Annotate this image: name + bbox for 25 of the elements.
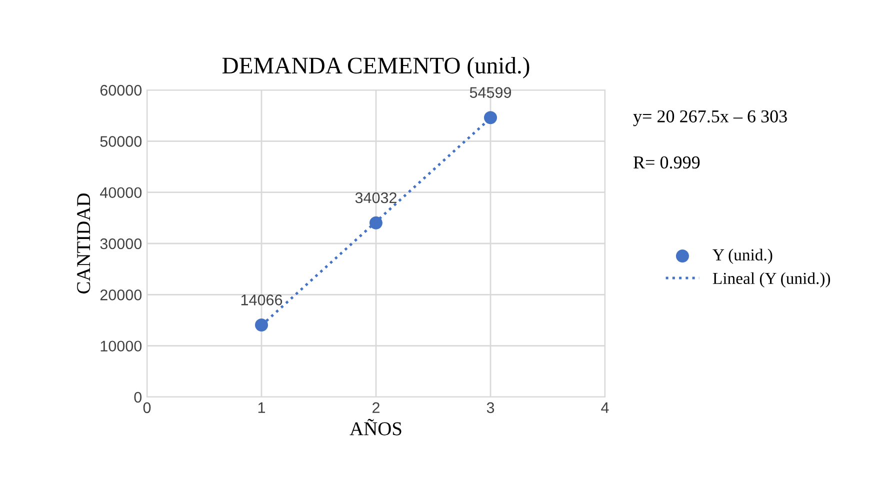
y-tick-label: 60000 (100, 84, 142, 96)
chart-title: DEMANDA CEMENTO (unid.) (222, 56, 530, 78)
data-label: 34032 (355, 192, 396, 204)
text: y= 20 267.5x – 6 303 (633, 110, 787, 126)
legend-label: Lineal (Y (unid.)) (712, 272, 830, 288)
x-tick-label: 3 (486, 402, 494, 414)
y-tick-label: 20000 (100, 290, 142, 300)
data-label: 14066 (241, 294, 282, 306)
point (254, 318, 268, 332)
x-tick-label: 2 (372, 402, 380, 413)
y-tick-label: 40000 (100, 187, 142, 198)
text: R= 0.999 (634, 156, 700, 169)
legend-label: Y (unid.) (712, 248, 772, 264)
point (369, 216, 383, 230)
point (484, 111, 498, 124)
x-tick-label: 0 (143, 402, 151, 414)
x-tick-label: 1 (258, 402, 266, 413)
x-tick-label: 4 (601, 402, 609, 413)
y-tick-label: 0 (134, 392, 142, 403)
y-tick-label: 10000 (100, 340, 142, 352)
x-axis-title: AÑOS (350, 418, 402, 436)
y-tick-label: 30000 (100, 238, 142, 250)
y-tick-label: 50000 (100, 136, 142, 147)
data-label: 54599 (470, 87, 512, 98)
y-axis-title: CANTIDAD (77, 194, 90, 294)
